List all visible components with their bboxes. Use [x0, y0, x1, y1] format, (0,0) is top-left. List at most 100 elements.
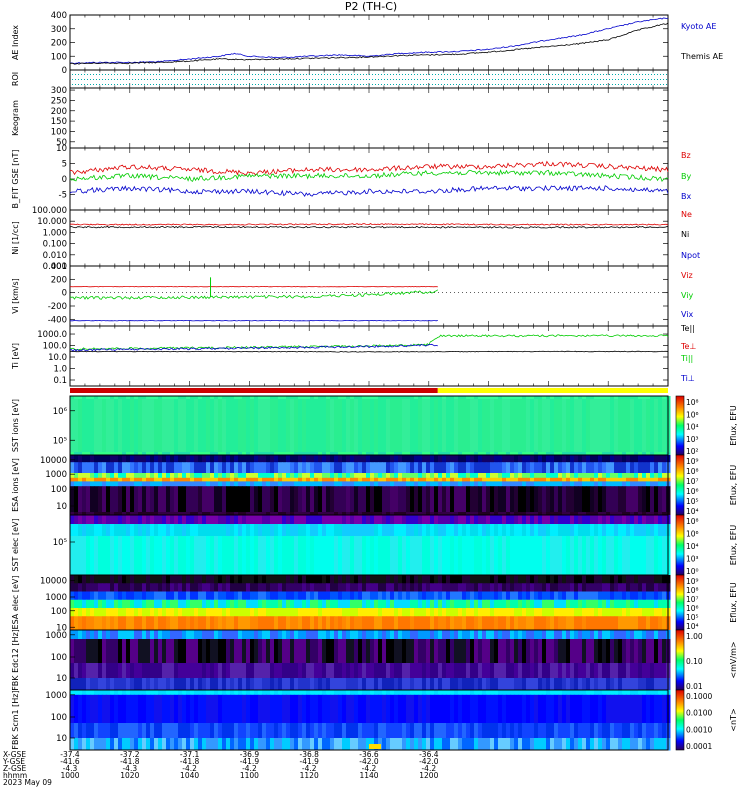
esa_elec-cell: [422, 591, 427, 601]
fbk_e-cell: [606, 639, 611, 664]
density-series-Ni: [69, 225, 669, 229]
sst_elec-cell: [378, 536, 383, 576]
roi-dot: [294, 79, 295, 80]
fbk_e-cell: [510, 639, 515, 664]
esa_ion-cell: [494, 455, 499, 463]
esa_ion-cell: [222, 473, 227, 479]
esa_ion-cell: [454, 462, 459, 474]
esa_elec-cell: [398, 591, 403, 601]
sst_elec-cell: [322, 536, 327, 576]
fbk_e-cell: [590, 630, 595, 640]
esa_ion-cell: [646, 455, 651, 463]
esa_ion-cell: [226, 512, 231, 516]
sst_elec-cell: [226, 536, 231, 576]
fbk_e-cell: [110, 630, 115, 640]
esa_ion-cell: [442, 477, 447, 482]
esa_ion-cell: [486, 462, 491, 474]
esa_elec-cell: [466, 575, 471, 584]
sst_elec-cell: [494, 536, 499, 576]
sst_ion-cell: [162, 452, 167, 456]
esa_ion-cell: [526, 455, 531, 463]
esa_ion-cell: [618, 462, 623, 474]
roi-dot: [594, 74, 595, 75]
sst_ion-cell: [270, 396, 275, 400]
roi-dot: [420, 74, 421, 75]
esa_elec-cell: [554, 616, 559, 631]
fbk_e-cell: [190, 663, 195, 679]
sst_elec-cell: [654, 515, 659, 525]
roi-dot: [90, 79, 91, 80]
esa_ion-cell: [330, 481, 335, 487]
roi-dot: [588, 79, 589, 80]
esa_ion-cell: [258, 486, 263, 513]
esa_ion-cell: [198, 477, 203, 482]
esa_elec-cell: [450, 599, 455, 609]
esa_elec-cell: [478, 616, 483, 631]
sst_ion-cell: [338, 396, 343, 400]
esa_ion-cell: [342, 455, 347, 463]
esa_ion-cell: [430, 481, 435, 487]
sst_ion-cell: [326, 396, 331, 400]
esa_ion-cell: [630, 486, 635, 513]
esa_ion-cell: [422, 486, 427, 513]
esa_elec-cell: [234, 599, 239, 609]
sst_ion-cell: [590, 396, 595, 400]
esa_elec-cell: [442, 591, 447, 601]
esa_elec-cell: [510, 583, 515, 592]
roi-dot: [405, 79, 406, 80]
fbk_e-cell: [258, 663, 263, 679]
esa_elec-cell: [486, 616, 491, 631]
roi-dot: [465, 84, 466, 85]
sst_elec-cell: [662, 536, 667, 576]
esa_ion-cell: [406, 481, 411, 487]
esa_ion-cell: [534, 486, 539, 513]
sst_ion-cell: [258, 396, 263, 400]
roi-dot: [603, 74, 604, 75]
sst_ion-cell: [214, 398, 219, 453]
esa_elec-cell: [518, 583, 523, 592]
esa_ion-cell: [174, 512, 179, 516]
esa_elec-cell: [226, 599, 231, 609]
esa_elec-cell: [498, 583, 503, 592]
esa_elec-cell: [374, 575, 379, 584]
sst_elec-cell: [426, 524, 431, 537]
esa_ion-cell: [410, 455, 415, 463]
fbk_e-cell: [438, 630, 443, 640]
roi-dot: [93, 79, 94, 80]
sst_elec-cell: [510, 515, 515, 525]
sst_ion-cell: [158, 396, 163, 400]
roi-dot: [615, 84, 616, 85]
bfield-series-By: [69, 169, 669, 182]
roi-dot: [345, 79, 346, 80]
keogram-ylabel: Keogram: [11, 100, 20, 136]
esa_ion-cell: [374, 473, 379, 479]
fbk_e-cell: [206, 663, 211, 679]
sst_elec-cell: [174, 515, 179, 525]
esa_elec-cell: [166, 583, 171, 592]
esa_elec-cell: [354, 616, 359, 631]
esa_ion-cell: [410, 486, 415, 513]
sst_ion-cell: [578, 452, 583, 456]
sst_ion-cell: [186, 396, 191, 400]
esa_ion-cell: [502, 462, 507, 474]
roi-dot: [276, 74, 277, 75]
fbk_e-cell: [202, 630, 207, 640]
esa_elec-cell: [242, 616, 247, 631]
roi-dot: [504, 79, 505, 80]
esa_elec-cell: [254, 608, 259, 617]
esa_elec-cell: [442, 608, 447, 617]
sst_elec-cell: [518, 524, 523, 537]
esa_ion-cell: [538, 486, 543, 513]
esa_elec-cell: [342, 608, 347, 617]
sst_ion-cell: [330, 396, 335, 400]
roi-dot: [507, 79, 508, 80]
esa_ion-cell: [350, 486, 355, 513]
sst_ion-cell: [302, 398, 307, 453]
fbk_e-cell: [442, 630, 447, 640]
roi-dot: [258, 79, 259, 80]
esa_elec-cell: [82, 575, 87, 584]
esa_ion-cell: [410, 473, 415, 479]
roi-dot: [435, 74, 436, 75]
sst_elec-cell: [454, 524, 459, 537]
sst_ion-cell: [154, 396, 159, 400]
